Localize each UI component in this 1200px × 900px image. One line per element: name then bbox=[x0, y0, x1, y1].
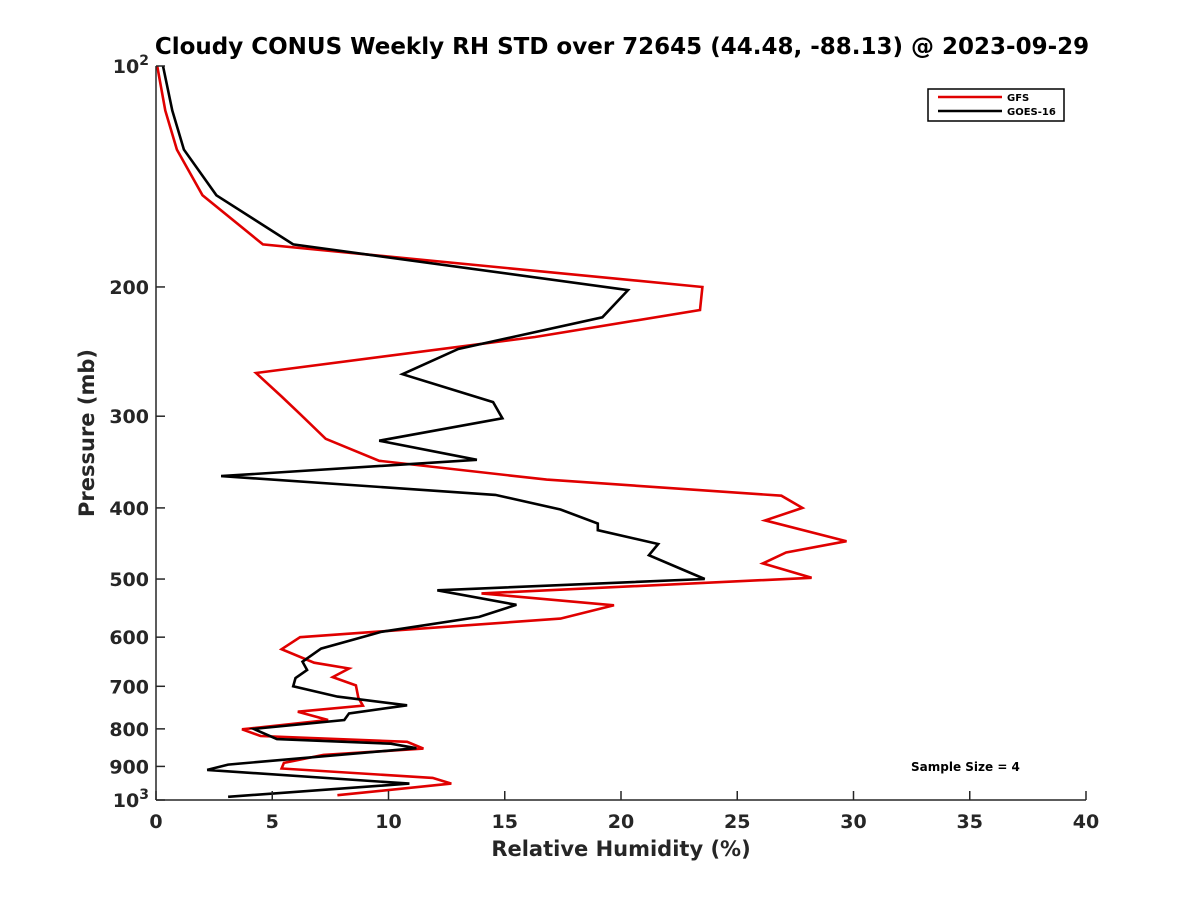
x-tick-label: 5 bbox=[266, 811, 279, 833]
series-line-gfs bbox=[155, 65, 847, 797]
y-tick-label: 400 bbox=[109, 498, 149, 520]
chart-title: Cloudy CONUS Weekly RH STD over 72645 (4… bbox=[155, 34, 1089, 60]
axes: 0 5 10 15 20 25 30 35 40 102 200 300 400 500 600 700 800… bbox=[109, 53, 1099, 833]
x-tick-label: 35 bbox=[957, 811, 983, 833]
y-tick-label: 900 bbox=[109, 756, 149, 778]
series-layer bbox=[155, 65, 847, 799]
legend-label-gfs: GFS bbox=[1007, 93, 1029, 104]
y-tick-label: 500 bbox=[109, 569, 149, 591]
x-tick-label: 20 bbox=[608, 811, 634, 833]
y-tick-label: 103 bbox=[113, 787, 149, 812]
y-tick-label: 200 bbox=[109, 277, 149, 299]
y-tick-label: 800 bbox=[109, 719, 149, 741]
x-tick-label: 0 bbox=[149, 811, 162, 833]
legend-label-goes-16: GOES-16 bbox=[1007, 107, 1056, 118]
y-tick-label: 300 bbox=[109, 406, 149, 428]
x-tick-label: 40 bbox=[1073, 811, 1099, 833]
x-tick-label: 10 bbox=[375, 811, 401, 833]
y-tick-label: 600 bbox=[109, 627, 149, 649]
x-tick-label: 15 bbox=[492, 811, 518, 833]
legend: GFS GOES-16 bbox=[927, 88, 1065, 122]
y-tick-label: 700 bbox=[109, 676, 149, 698]
x-tick-label: 25 bbox=[724, 811, 750, 833]
legend-box bbox=[927, 88, 1065, 122]
chart-title-text: Cloudy CONUS Weekly RH STD over 72645 (4… bbox=[155, 34, 1089, 60]
x-tick-label: 30 bbox=[840, 811, 866, 833]
x-axis-label: Relative Humidity (%) bbox=[491, 837, 750, 861]
series-line-goes-16 bbox=[161, 65, 706, 799]
series-goes-16 bbox=[161, 65, 706, 799]
sample-size-annotation: Sample Size = 4 bbox=[911, 760, 1020, 774]
y-tick-label: 102 bbox=[113, 53, 149, 78]
series-gfs bbox=[155, 65, 847, 797]
y-axis-label: Pressure (mb) bbox=[75, 349, 99, 517]
